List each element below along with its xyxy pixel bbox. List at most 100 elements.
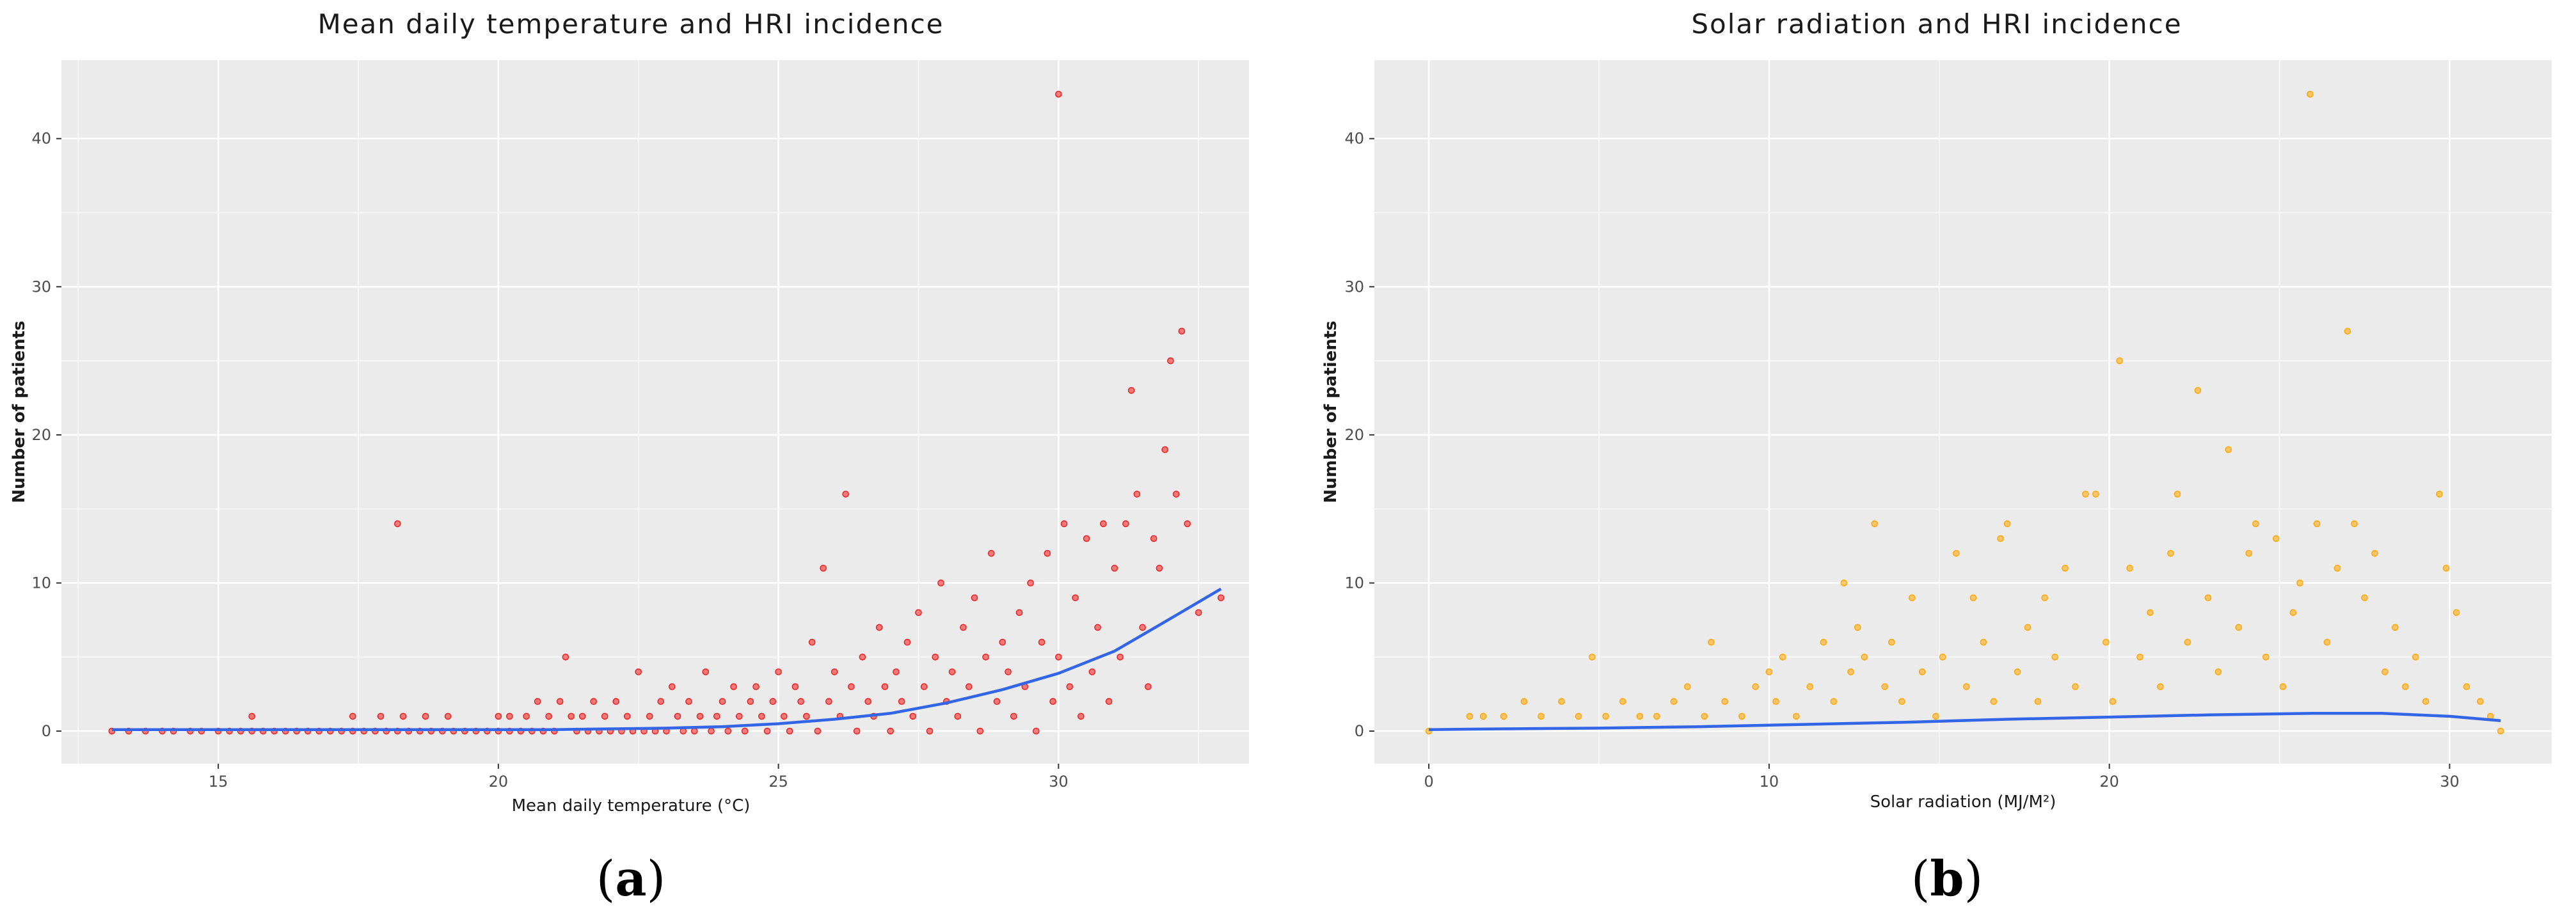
data-point	[993, 698, 1001, 705]
data-point	[2003, 520, 2011, 528]
x-tick-label: 20	[2099, 773, 2119, 791]
data-point	[954, 713, 962, 720]
caption-a: (a)	[596, 850, 666, 907]
data-point	[556, 698, 564, 705]
chart-b-title: Solar radiation and HRI incidence	[1691, 8, 2182, 40]
data-point	[1861, 653, 1868, 661]
x-tick-label: 30	[1049, 773, 1069, 791]
data-point	[724, 727, 732, 735]
data-point	[1558, 698, 1565, 705]
y-tick-label: 30	[1344, 278, 1364, 295]
data-point	[1094, 624, 1101, 631]
data-point	[875, 624, 883, 631]
data-point	[1953, 549, 1960, 557]
data-point	[1111, 565, 1118, 572]
data-point	[736, 713, 743, 720]
data-point	[1500, 713, 1507, 720]
data-point	[1184, 520, 1191, 528]
data-point	[797, 698, 804, 705]
chart-b-trend	[1429, 712, 2501, 731]
chart-b-panel	[1374, 60, 2552, 764]
chart-b-gridlines	[1374, 60, 2552, 764]
chart-a-yticks: 0 10 20 30 40	[31, 130, 61, 740]
data-point	[578, 713, 586, 720]
data-point	[1479, 713, 1487, 720]
data-point	[1752, 683, 1759, 690]
y-tick-label: 40	[1344, 130, 1364, 148]
data-point	[2463, 683, 2470, 690]
data-point	[399, 713, 407, 720]
chart-b-ylabel: Number of patients	[1321, 320, 1340, 503]
data-point	[752, 683, 759, 690]
data-point	[859, 653, 866, 661]
data-point	[2351, 520, 2358, 528]
data-point	[2174, 491, 2181, 498]
data-point	[2147, 609, 2154, 617]
data-point	[1038, 638, 1046, 646]
data-point	[2453, 609, 2460, 617]
data-point	[775, 668, 782, 675]
data-point	[1683, 683, 1691, 690]
data-point	[2334, 565, 2341, 572]
data-point	[2225, 446, 2232, 453]
data-point	[1156, 565, 1163, 572]
data-point	[2126, 565, 2133, 572]
chart-b-svg: Solar radiation and HRI incidence 0 10 20 3…	[1321, 8, 2552, 907]
data-point	[2392, 624, 2399, 631]
data-point	[623, 713, 631, 720]
chart-a-svg: Mean daily temperature and HRI incidence…	[10, 8, 1249, 907]
data-point	[1217, 594, 1225, 601]
data-point	[1602, 713, 1609, 720]
data-point	[568, 713, 575, 720]
data-point	[1854, 624, 1861, 631]
data-point	[719, 698, 726, 705]
data-point	[1708, 638, 1715, 646]
data-point	[786, 727, 793, 735]
x-tick-label: 20	[489, 773, 509, 791]
data-point	[534, 698, 541, 705]
data-point	[2167, 549, 2174, 557]
data-point	[668, 683, 676, 690]
figure-b: Solar radiation and HRI incidence 0 10 20 3…	[1288, 0, 2576, 914]
x-tick-label: 10	[1760, 773, 1779, 791]
data-point	[1178, 327, 1186, 335]
data-point	[2289, 609, 2297, 617]
data-point	[2323, 638, 2331, 646]
data-point	[2381, 668, 2389, 675]
data-point	[2014, 668, 2021, 675]
data-point	[791, 683, 799, 690]
data-point	[948, 668, 956, 675]
data-point	[915, 609, 922, 617]
data-point	[1466, 713, 1474, 720]
chart-a-panel	[61, 60, 1249, 764]
data-point	[903, 638, 911, 646]
data-point	[1619, 698, 1626, 705]
data-point	[2116, 357, 2123, 365]
data-point	[394, 520, 401, 528]
data-point	[685, 698, 692, 705]
data-point	[937, 579, 944, 587]
data-point	[2062, 565, 2069, 572]
data-point	[2235, 624, 2243, 631]
data-point	[920, 683, 928, 690]
chart-a-trend	[111, 587, 1222, 731]
data-point	[2313, 520, 2321, 528]
data-point	[1033, 727, 1040, 735]
x-tick-label: 30	[2440, 773, 2460, 791]
data-point	[887, 727, 894, 735]
data-point	[2092, 491, 2099, 498]
data-point	[2296, 579, 2303, 587]
data-point	[612, 698, 620, 705]
data-point	[1963, 683, 1970, 690]
data-point	[1830, 698, 1838, 705]
data-point	[1898, 698, 1905, 705]
data-point	[781, 713, 788, 720]
y-tick-label: 0	[42, 722, 51, 740]
data-point	[2214, 668, 2222, 675]
data-point	[696, 713, 704, 720]
chart-b-xlabel: Solar radiation (MJ/M²)	[1870, 792, 2056, 812]
data-point	[2051, 653, 2058, 661]
data-point	[1939, 653, 1946, 661]
data-point	[1701, 713, 1708, 720]
data-point	[1127, 387, 1135, 394]
